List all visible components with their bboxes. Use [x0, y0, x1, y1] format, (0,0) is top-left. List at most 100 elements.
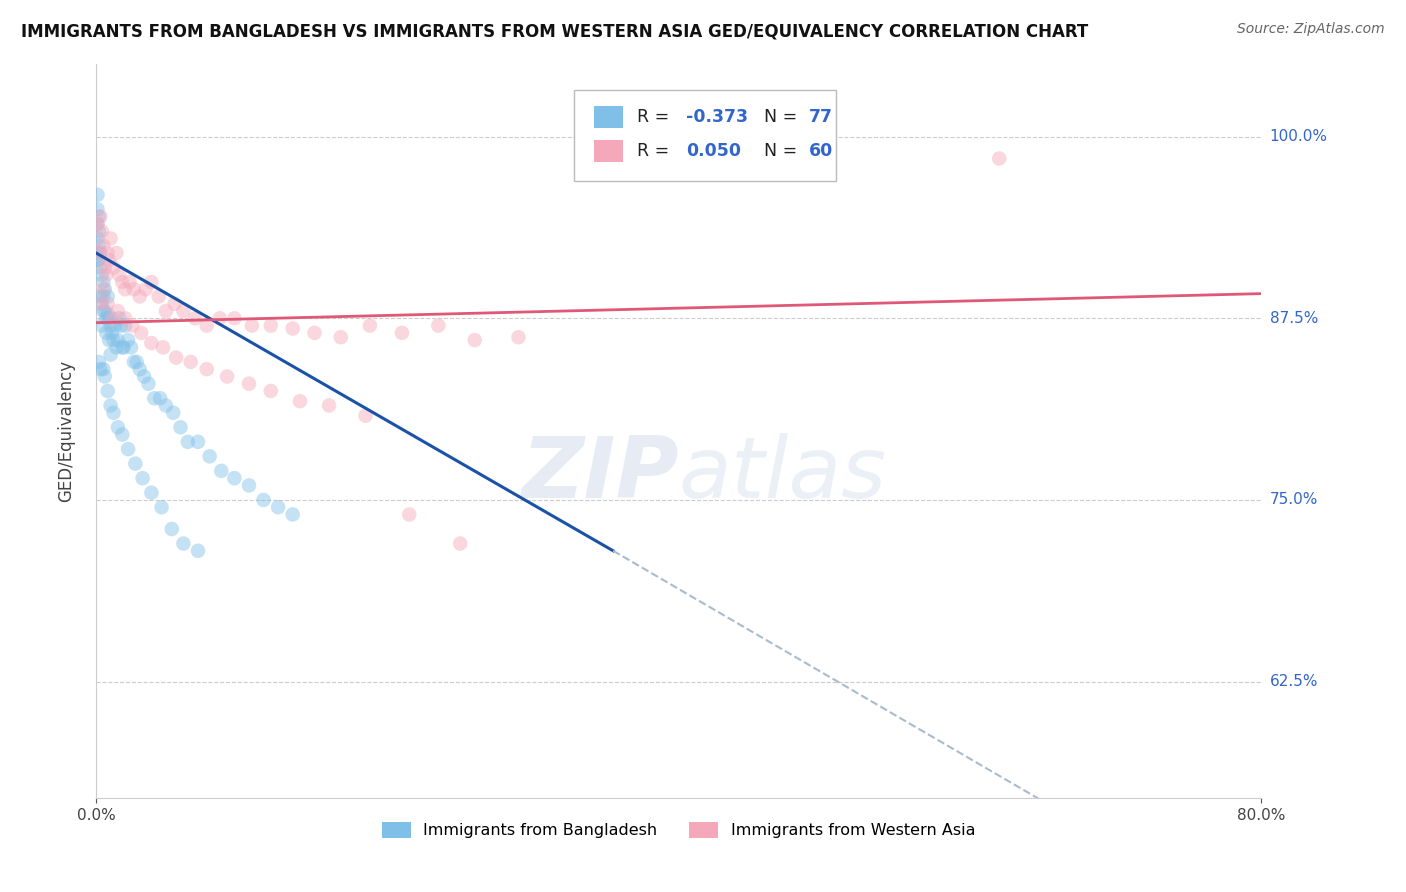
Point: [464, 333, 486, 347]
Text: R =: R =: [637, 142, 675, 160]
Point: [90, 224, 112, 238]
Point: [165, 351, 187, 365]
Point: [97, 384, 120, 398]
Point: [87, 210, 110, 224]
Point: [187, 543, 209, 558]
Point: [87, 224, 110, 238]
Point: [208, 311, 231, 326]
Point: [267, 500, 290, 515]
Point: [162, 406, 184, 420]
Point: [94, 304, 117, 318]
Point: [121, 318, 143, 333]
Point: [318, 399, 340, 413]
Point: [224, 311, 246, 326]
Point: [128, 289, 150, 303]
Point: [155, 304, 177, 318]
Point: [97, 289, 120, 303]
Text: 100.0%: 100.0%: [1270, 129, 1327, 145]
Point: [98, 311, 121, 326]
Point: [449, 536, 471, 550]
Point: [100, 231, 122, 245]
Text: 0.050: 0.050: [686, 142, 741, 160]
Point: [118, 275, 141, 289]
Point: [217, 369, 239, 384]
Point: [91, 304, 114, 318]
Point: [180, 355, 202, 369]
Point: [172, 304, 194, 318]
Point: [89, 246, 111, 260]
Point: [177, 434, 200, 449]
FancyBboxPatch shape: [593, 140, 623, 161]
Text: R =: R =: [637, 108, 675, 126]
Point: [184, 311, 207, 326]
Point: [260, 318, 283, 333]
Point: [91, 238, 114, 252]
Point: [131, 471, 153, 485]
Point: [128, 362, 150, 376]
Point: [91, 362, 114, 376]
Point: [155, 399, 177, 413]
Point: [138, 376, 160, 391]
Point: [91, 289, 114, 303]
Point: [107, 304, 129, 318]
Point: [94, 260, 117, 275]
Point: [111, 275, 134, 289]
Point: [110, 318, 132, 333]
FancyBboxPatch shape: [593, 106, 623, 128]
Point: [86, 217, 108, 231]
Y-axis label: GED/Equivalency: GED/Equivalency: [58, 359, 75, 502]
Point: [122, 282, 145, 296]
Point: [89, 260, 111, 275]
Point: [508, 330, 530, 344]
Point: [354, 409, 377, 423]
Point: [195, 318, 218, 333]
Point: [141, 485, 163, 500]
Point: [107, 333, 129, 347]
Point: [98, 333, 121, 347]
Point: [94, 369, 117, 384]
Point: [111, 427, 134, 442]
Point: [187, 434, 209, 449]
Point: [87, 355, 110, 369]
Point: [100, 318, 122, 333]
Point: [132, 369, 155, 384]
Point: [260, 384, 283, 398]
Text: 77: 77: [810, 108, 834, 126]
Point: [89, 289, 111, 303]
Point: [108, 311, 131, 326]
Point: [172, 536, 194, 550]
Point: [281, 508, 304, 522]
Point: [107, 420, 129, 434]
Point: [86, 246, 108, 260]
Point: [141, 336, 163, 351]
Point: [398, 508, 420, 522]
Point: [100, 399, 122, 413]
Point: [150, 500, 173, 515]
Point: [141, 275, 163, 289]
Text: ZIP: ZIP: [522, 434, 679, 516]
Point: [120, 340, 142, 354]
Text: -0.373: -0.373: [686, 108, 748, 126]
Text: IMMIGRANTS FROM BANGLADESH VS IMMIGRANTS FROM WESTERN ASIA GED/EQUIVALENCY CORRE: IMMIGRANTS FROM BANGLADESH VS IMMIGRANTS…: [21, 22, 1088, 40]
Point: [135, 282, 157, 296]
Point: [86, 187, 108, 202]
Point: [111, 340, 134, 354]
Point: [101, 326, 124, 340]
Legend: Immigrants from Bangladesh, Immigrants from Western Asia: Immigrants from Bangladesh, Immigrants f…: [375, 815, 981, 845]
Point: [105, 246, 128, 260]
Point: [98, 253, 121, 268]
Point: [89, 362, 111, 376]
Point: [103, 260, 125, 275]
Point: [100, 348, 122, 362]
Point: [160, 522, 183, 536]
Point: [86, 231, 108, 245]
Point: [87, 238, 110, 252]
Text: 62.5%: 62.5%: [1270, 674, 1319, 689]
Point: [97, 307, 120, 321]
Point: [96, 311, 118, 326]
Point: [129, 326, 152, 340]
Point: [169, 420, 191, 434]
Point: [148, 289, 170, 303]
Point: [149, 391, 172, 405]
Point: [91, 275, 114, 289]
